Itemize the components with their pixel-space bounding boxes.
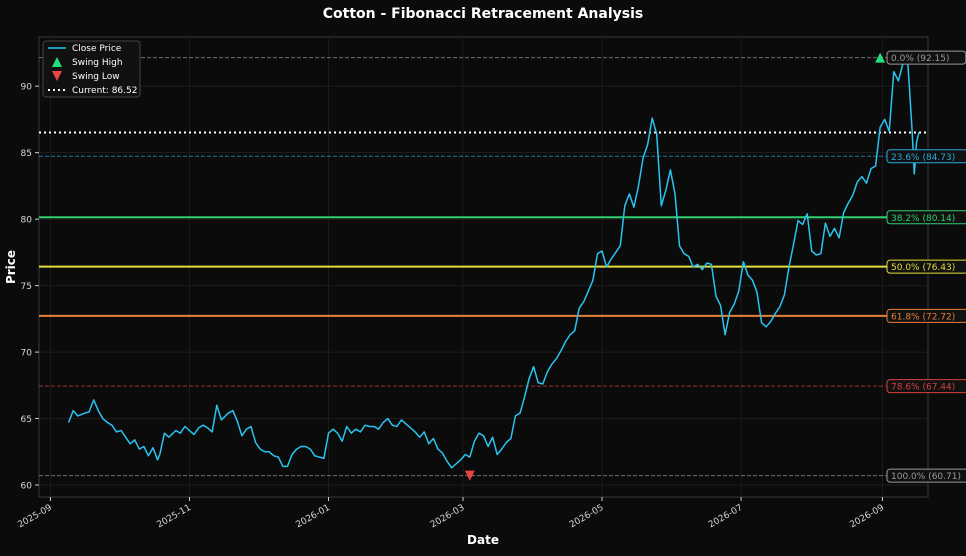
fib-label: 38.2% (80.14) — [891, 214, 955, 224]
legend-label: Current: 86.52 — [72, 86, 137, 96]
fib-label-box — [886, 149, 966, 164]
series-layer — [67, 56, 920, 469]
y-tick-label: 60 — [21, 482, 33, 492]
fib-label: 0.0% (92.15) — [891, 54, 950, 64]
fib-label-box — [886, 210, 966, 225]
legend-box — [42, 40, 141, 98]
y-tick-label: 75 — [21, 282, 32, 292]
y-tick-label: 70 — [21, 349, 33, 359]
fib-label: 78.6% (67.44) — [891, 383, 955, 393]
fib-labels: 0.0% (92.15) 23.6% (84.73) 38.2% (80.14) 50… — [886, 50, 966, 483]
y-tick-label: 85 — [21, 149, 32, 159]
legend-label: Swing Low — [72, 72, 120, 82]
fib-label-box — [886, 259, 966, 274]
swing-high-marker — [875, 52, 886, 63]
legend-triangle-up — [52, 57, 62, 67]
swing-low-marker — [464, 470, 475, 481]
fib-label: 23.6% (84.73) — [891, 153, 955, 163]
swing-markers — [464, 52, 886, 481]
x-axis-label: Date — [467, 533, 499, 547]
legend-triangle-down — [52, 71, 62, 81]
legend-label: Close Price — [72, 44, 122, 54]
fib-levels — [39, 57, 928, 477]
legend-label: Swing High — [72, 58, 123, 68]
y-tick-label: 90 — [21, 83, 33, 93]
chart-title: Cotton - Fibonacci Retracement Analysis — [323, 6, 643, 22]
fib-label-box — [886, 379, 966, 394]
fib-label: 61.8% (72.72) — [891, 312, 955, 322]
y-tick-label: 65 — [21, 415, 32, 425]
fib-label-box — [886, 468, 966, 483]
fib-label-box — [886, 308, 966, 323]
y-axis-label: Price — [4, 250, 18, 284]
close-price-line — [67, 56, 920, 469]
fib-label: 100.0% (60.71) — [891, 472, 961, 482]
gridlines — [39, 37, 928, 497]
y-tick-label: 80 — [21, 216, 33, 226]
fib-label: 50.0% (76.43) — [891, 263, 955, 273]
legend: Close Price Swing High Swing Low Current: 8… — [42, 40, 141, 98]
